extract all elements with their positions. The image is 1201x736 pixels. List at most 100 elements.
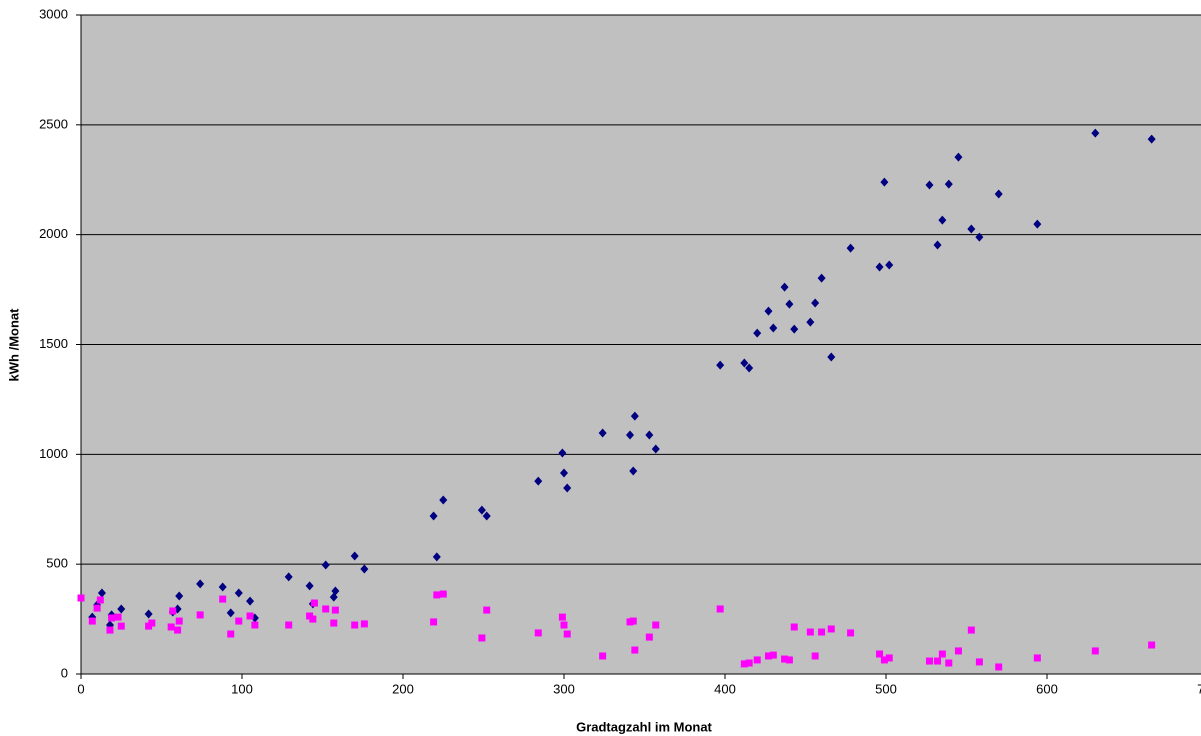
point xyxy=(994,189,1003,199)
point xyxy=(563,630,571,638)
point xyxy=(885,654,893,662)
point xyxy=(975,658,983,666)
point xyxy=(875,262,884,272)
point xyxy=(439,495,448,505)
point xyxy=(967,626,975,634)
point xyxy=(433,591,441,599)
point xyxy=(780,282,789,292)
point xyxy=(716,360,725,370)
x-axis-title: Gradtagzahl im Monat xyxy=(576,719,712,734)
point xyxy=(251,621,259,629)
point xyxy=(534,476,543,486)
point xyxy=(753,328,762,338)
point xyxy=(430,618,438,626)
point xyxy=(309,615,317,623)
point xyxy=(97,588,106,598)
y-tick-label: 0 xyxy=(61,665,68,680)
point xyxy=(1148,641,1156,649)
point xyxy=(144,609,153,619)
point xyxy=(246,596,255,606)
point xyxy=(806,628,814,636)
point xyxy=(764,652,772,660)
point xyxy=(246,612,254,620)
point xyxy=(482,511,491,521)
point xyxy=(310,599,318,607)
point xyxy=(645,430,654,440)
point xyxy=(630,411,639,421)
point xyxy=(169,607,177,615)
point xyxy=(817,273,826,283)
point xyxy=(790,324,799,334)
y-tick-label: 1000 xyxy=(39,446,68,461)
point xyxy=(938,650,946,658)
point xyxy=(811,298,820,308)
point xyxy=(876,650,884,658)
point xyxy=(626,430,635,440)
point xyxy=(785,656,793,664)
point xyxy=(933,240,942,250)
point xyxy=(716,605,724,613)
point xyxy=(885,260,894,270)
point xyxy=(558,448,567,458)
point xyxy=(305,581,314,591)
point xyxy=(560,468,568,478)
point xyxy=(330,619,338,627)
point xyxy=(196,611,204,619)
point xyxy=(331,586,340,596)
point xyxy=(745,363,754,373)
point xyxy=(753,656,761,664)
point xyxy=(925,657,933,665)
point xyxy=(534,629,542,637)
point xyxy=(818,628,826,636)
point xyxy=(478,634,486,642)
point xyxy=(781,655,789,663)
point xyxy=(967,224,976,234)
point xyxy=(321,560,330,570)
y-axis-title: kWh /Monat xyxy=(6,308,21,382)
x-tick-label: 400 xyxy=(714,681,736,696)
point xyxy=(429,511,438,521)
point xyxy=(117,622,125,630)
point xyxy=(235,617,243,625)
point xyxy=(93,604,101,612)
x-tick-label: 500 xyxy=(875,681,897,696)
point xyxy=(847,629,855,637)
point xyxy=(96,596,104,604)
point xyxy=(945,659,953,667)
point xyxy=(806,317,815,327)
point xyxy=(322,605,330,613)
point xyxy=(1147,134,1156,144)
point xyxy=(629,617,637,625)
x-tick-label: 600 xyxy=(1036,681,1058,696)
point xyxy=(477,505,486,515)
point xyxy=(598,428,607,438)
point xyxy=(167,623,175,631)
point xyxy=(114,613,122,621)
point xyxy=(432,552,441,562)
point xyxy=(558,613,566,621)
point xyxy=(954,152,963,162)
x-tick-label: 200 xyxy=(392,681,414,696)
point xyxy=(483,606,491,614)
point xyxy=(645,633,653,641)
point xyxy=(769,323,778,333)
point xyxy=(560,621,568,629)
y-tick-label: 1500 xyxy=(39,336,68,351)
y-tick-label: 500 xyxy=(46,556,68,571)
point xyxy=(975,232,984,242)
point xyxy=(827,625,835,633)
point xyxy=(954,647,962,655)
point xyxy=(175,617,183,625)
point xyxy=(226,608,235,618)
point xyxy=(769,651,777,659)
y-tick-label: 3000 xyxy=(39,6,68,21)
point xyxy=(563,483,572,493)
point xyxy=(227,630,235,638)
point xyxy=(944,179,953,189)
point xyxy=(925,180,934,190)
point xyxy=(790,623,798,631)
point xyxy=(196,579,205,589)
point xyxy=(234,588,243,598)
point xyxy=(785,299,794,309)
